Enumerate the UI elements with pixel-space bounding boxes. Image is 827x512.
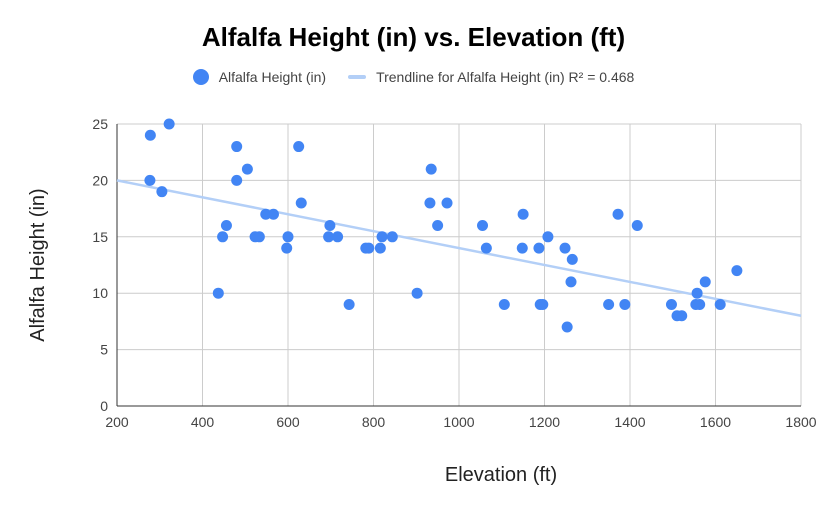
legend-dot-icon [192, 69, 209, 85]
x-tick-label: 1000 [443, 414, 474, 430]
data-point [231, 141, 243, 153]
legend-label-trendline: Trendline for Alfalfa Height (in) R² = 0… [376, 69, 635, 85]
data-point [231, 174, 243, 186]
data-point [432, 220, 444, 232]
data-point [691, 287, 703, 299]
data-point [533, 242, 545, 254]
legend-item-trendline: Trendline for Alfalfa Height (in) R² = 0… [348, 69, 634, 85]
data-point [217, 231, 229, 243]
data-point [517, 208, 529, 220]
data-point [144, 174, 156, 186]
y-tick-label: 10 [92, 285, 108, 301]
data-point [253, 231, 265, 243]
x-tick-label: 1800 [785, 414, 816, 430]
y-tick-label: 0 [100, 398, 108, 414]
data-point [537, 298, 549, 310]
data-point [281, 242, 293, 254]
data-point [144, 129, 156, 141]
data-point [241, 163, 253, 175]
data-point [411, 287, 423, 299]
y-axis-title: Alfalfa Height (in) [27, 188, 49, 341]
x-tick-label: 1400 [614, 414, 645, 430]
y-tick-label: 15 [92, 229, 108, 245]
data-point [267, 208, 279, 220]
y-tick-label: 20 [92, 172, 108, 188]
data-point [260, 208, 272, 220]
data-point [561, 321, 573, 333]
data-point [425, 163, 437, 175]
data-point [612, 208, 624, 220]
data-point [665, 298, 677, 310]
legend-line-icon [348, 75, 367, 79]
trendline [116, 179, 802, 317]
x-tick-label: 600 [276, 414, 300, 430]
data-point [323, 231, 335, 243]
data-point [220, 220, 232, 232]
data-point [498, 298, 510, 310]
data-point [324, 220, 336, 232]
data-point [282, 231, 294, 243]
data-point [676, 310, 688, 322]
data-point [343, 298, 355, 310]
x-tick-label: 1200 [529, 414, 560, 430]
x-axis-title: Elevation (ft) [445, 464, 557, 486]
data-point [565, 276, 577, 288]
data-point [619, 298, 631, 310]
data-point [163, 118, 175, 130]
legend-item-points: Alfalfa Height (in) [192, 69, 327, 85]
data-point [603, 298, 615, 310]
x-tick-label: 1600 [700, 414, 731, 430]
data-point [156, 186, 168, 198]
data-point [293, 141, 305, 153]
data-point [566, 253, 578, 265]
data-point [559, 242, 571, 254]
chart-legend: Alfalfa Height (in) Trendline for Alfalf… [0, 66, 827, 88]
data-point [376, 231, 388, 243]
data-point [363, 242, 375, 254]
data-point [212, 287, 224, 299]
data-point [295, 197, 307, 209]
data-point [480, 242, 492, 254]
data-point [516, 242, 528, 254]
data-point [332, 231, 344, 243]
data-point [542, 231, 554, 243]
data-point [424, 197, 436, 209]
data-point [694, 298, 706, 310]
x-tick-label: 200 [105, 414, 129, 430]
data-point [731, 265, 743, 277]
y-tick-label: 25 [92, 116, 108, 132]
legend-label-points: Alfalfa Height (in) [218, 69, 327, 85]
data-point [386, 231, 398, 243]
data-point [441, 197, 453, 209]
x-tick-label: 800 [362, 414, 386, 430]
chart-title: Alfalfa Height (in) vs. Elevation (ft) [201, 22, 626, 52]
y-tick-label: 5 [100, 342, 108, 358]
data-point [374, 242, 386, 254]
data-point [631, 220, 643, 232]
data-point [699, 276, 711, 288]
data-point [714, 298, 726, 310]
data-point [477, 220, 489, 232]
x-tick-label: 400 [191, 414, 215, 430]
